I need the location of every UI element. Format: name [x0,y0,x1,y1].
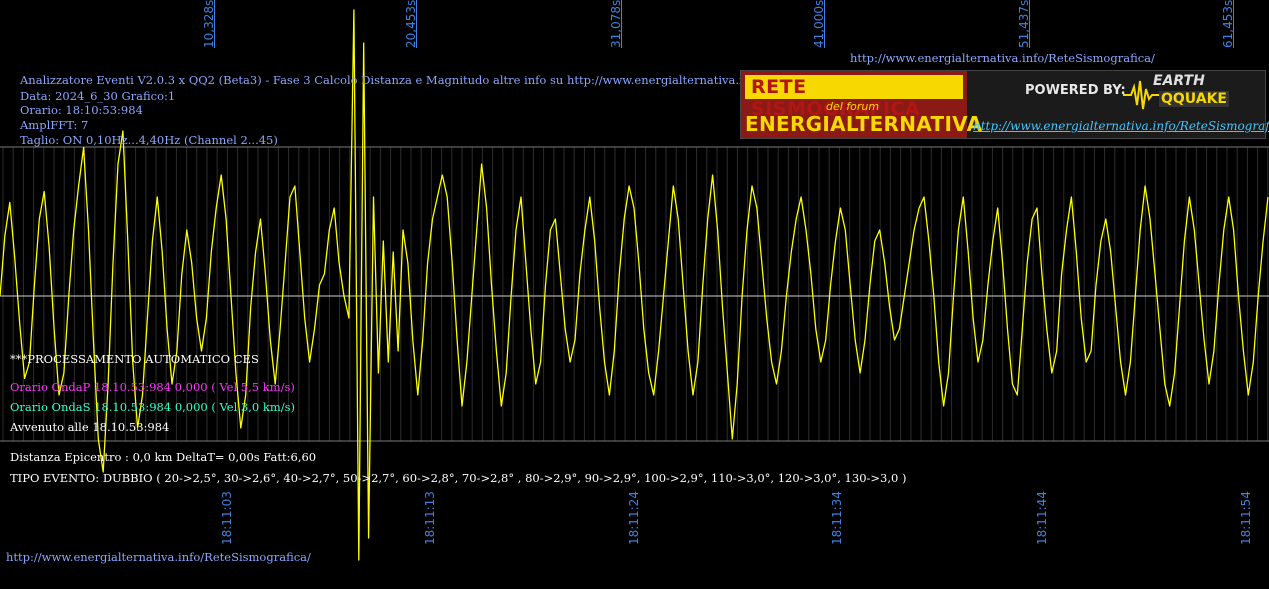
header-line-time: Orario: 18:10:53:984 [20,103,143,117]
time-bottom-label-5: 18:11:44 [1035,491,1049,545]
top-url-link[interactable]: http://www.energialternativa.info/ReteSi… [850,51,1155,65]
logo-forum-text: del forum [826,100,880,113]
logo-title-rete: RETE SISMOGRAFICA [751,76,921,120]
time-top-label-2: 20,453s [404,0,418,48]
seismic-wave-icon [1123,80,1163,110]
logo-red-panel: RETE SISMOGRAFICA del forum ENERGIALTERN… [741,71,982,138]
logo-url-link[interactable]: http://www.energialternativa.info/ReteSi… [973,119,1269,133]
onda-s-line: Orario OndaS 18.10.53:984 0,000 ( Vel 3,… [10,400,296,414]
time-bottom-label-6: 18:11:54 [1239,491,1253,545]
header-line-filter: Taglio: ON 0,10Hz...4,40Hz (Channel 2...… [20,133,278,147]
bottom-url-link[interactable]: http://www.energialternativa.info/ReteSi… [6,550,311,564]
time-bottom-label-4: 18:11:34 [830,491,844,545]
time-top-label-3: 31,078s [609,0,623,48]
time-top-label-5: 51,437s [1017,0,1031,48]
logo-qquake-text: QQUAKE [1159,91,1229,107]
time-top-label-1: 10,328s [202,0,216,48]
logo-powered-by: POWERED BY: [1025,83,1126,98]
time-bottom-label-3: 18:11:24 [627,491,641,545]
avvenuto-line: Avvenuto alle 18.10.53:984 [10,420,170,434]
time-top-label-4: 41,000s [812,0,826,48]
time-top-label-6: 61,453s [1221,0,1235,48]
distanza-line: Distanza Epicentro : 0,0 km DeltaT= 0,00… [10,450,317,464]
header-line-date: Data: 2024_6_30 Grafico:1 [20,89,176,103]
processing-title: ***PROCESSAMENTO AUTOMATICO CES [10,352,259,366]
onda-p-line: Orario OndaP 18.10.53:984 0,000 ( Vel 5,… [10,380,295,394]
rete-sismografica-logo: RETE SISMOGRAFICA del forum ENERGIALTERN… [740,70,1269,139]
tipo-evento-line: TIPO EVENTO: DUBBIO ( 20->2,5°, 30->2,6°… [10,471,907,485]
header-line-ampl: AmplFFT: 7 [20,118,89,132]
time-bottom-label-2: 18:11:13 [423,491,437,545]
logo-earth-text: EARTH [1153,73,1205,89]
waveform-line [0,9,1269,561]
time-bottom-label-1: 18:11:03 [220,491,234,545]
logo-yellow-band [745,75,963,99]
header-line-analyzer: Analizzatore Eventi V2.0.3 x QQ2 (Beta3)… [20,73,821,87]
logo-title-energialternativa: ENERGIALTERNATIVA [745,112,983,136]
